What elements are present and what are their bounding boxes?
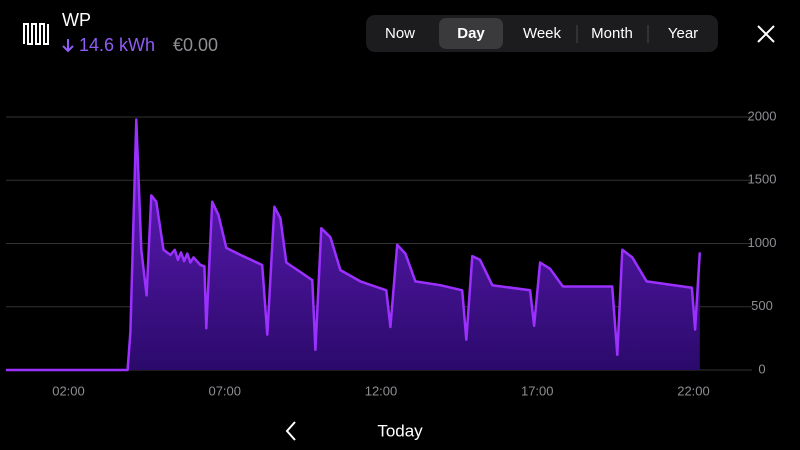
x-tick-label: 07:00 <box>208 383 241 398</box>
energy: 14.6 kWh <box>79 35 155 55</box>
x-tick-label: 17:00 <box>521 383 554 398</box>
tab[interactable]: Day <box>457 25 485 42</box>
tab[interactable]: Now <box>385 25 415 42</box>
device-title: WP <box>62 10 91 30</box>
date-label: Today <box>377 421 423 440</box>
y-tick-label: 1500 <box>748 172 777 187</box>
tab[interactable]: Week <box>523 25 562 42</box>
tab-active-bg <box>439 18 503 49</box>
y-tick-label: 2000 <box>748 108 777 123</box>
area-line <box>6 118 702 372</box>
cost: €0.00 <box>173 35 218 55</box>
y-tick-label: 500 <box>751 298 773 313</box>
x-tick-label: 02:00 <box>52 383 85 398</box>
y-tick-label: 1000 <box>748 235 777 250</box>
tab[interactable]: Year <box>668 25 698 42</box>
area-fill <box>6 119 700 370</box>
x-tick-label: 22:00 <box>677 383 710 398</box>
chart: 0 500 1000 1500 2000 02:00 07:00 12:00 17:00 22:0… <box>6 108 776 398</box>
device-icon <box>23 23 49 45</box>
close-button[interactable] <box>757 25 775 43</box>
tab[interactable]: Month <box>591 25 633 42</box>
prev-button[interactable] <box>285 421 296 441</box>
tabs: Now Day Week Month Year <box>385 18 698 49</box>
down-arrow <box>62 39 74 53</box>
y-tick-label: 0 <box>758 361 765 376</box>
x-tick-label: 12:00 <box>365 383 398 398</box>
